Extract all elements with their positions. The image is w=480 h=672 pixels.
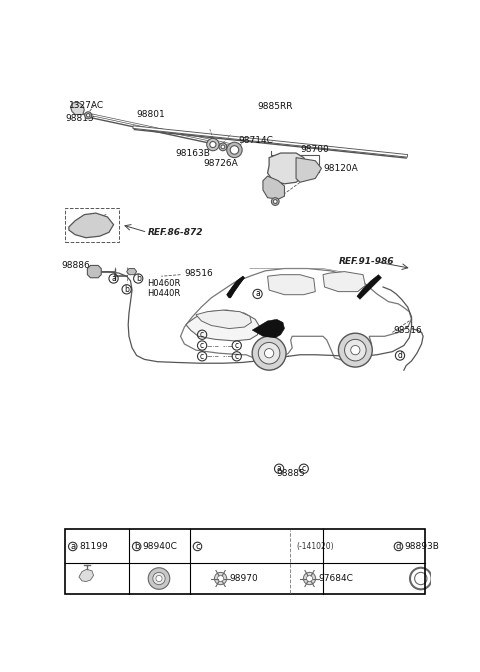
Text: c: c xyxy=(235,341,239,350)
Circle shape xyxy=(303,573,316,585)
Text: 98970: 98970 xyxy=(230,574,259,583)
Circle shape xyxy=(351,345,360,355)
Circle shape xyxy=(210,142,216,148)
Circle shape xyxy=(219,143,227,151)
Text: d: d xyxy=(397,351,402,360)
Text: 98516: 98516 xyxy=(394,326,422,335)
Text: a: a xyxy=(277,464,281,473)
Text: b: b xyxy=(124,285,129,294)
Text: d: d xyxy=(396,542,401,551)
Polygon shape xyxy=(227,276,244,298)
Polygon shape xyxy=(323,271,365,292)
Text: 98163B: 98163B xyxy=(175,149,210,159)
Text: 9885RR: 9885RR xyxy=(258,102,293,112)
Text: 97684C: 97684C xyxy=(319,574,354,583)
Circle shape xyxy=(306,575,312,581)
Polygon shape xyxy=(186,310,260,341)
Text: H0460R: H0460R xyxy=(147,280,181,288)
Circle shape xyxy=(338,333,372,367)
Circle shape xyxy=(345,339,366,361)
Text: a: a xyxy=(111,274,116,283)
Text: 98893B: 98893B xyxy=(405,542,440,551)
Text: c: c xyxy=(200,341,204,350)
Polygon shape xyxy=(87,265,101,278)
Circle shape xyxy=(156,575,162,581)
Circle shape xyxy=(86,114,90,117)
Polygon shape xyxy=(180,269,411,361)
Text: b: b xyxy=(134,542,139,551)
Text: 98815: 98815 xyxy=(65,114,94,123)
Text: c: c xyxy=(200,330,204,339)
Text: c: c xyxy=(200,352,204,361)
Circle shape xyxy=(230,146,239,154)
Circle shape xyxy=(410,568,432,589)
Circle shape xyxy=(207,138,219,151)
Circle shape xyxy=(215,573,227,585)
Text: 98885: 98885 xyxy=(277,469,306,478)
Text: 98801: 98801 xyxy=(137,110,166,119)
Text: 81199: 81199 xyxy=(79,542,108,551)
Text: (-141020): (-141020) xyxy=(297,542,334,551)
Bar xyxy=(65,529,425,594)
Text: a: a xyxy=(70,542,75,551)
Circle shape xyxy=(84,112,92,119)
Text: REF.91-986: REF.91-986 xyxy=(338,257,394,266)
Polygon shape xyxy=(296,158,322,182)
Text: a: a xyxy=(255,290,260,298)
Circle shape xyxy=(271,198,279,206)
Polygon shape xyxy=(79,569,94,581)
Circle shape xyxy=(252,336,286,370)
Text: H0440R: H0440R xyxy=(147,289,180,298)
Circle shape xyxy=(264,349,274,358)
Text: c: c xyxy=(302,464,306,473)
Circle shape xyxy=(148,568,170,589)
Text: 98726A: 98726A xyxy=(204,159,239,168)
Text: 98516: 98516 xyxy=(184,269,213,278)
Polygon shape xyxy=(196,310,252,329)
Circle shape xyxy=(258,343,280,364)
Text: 98700: 98700 xyxy=(300,145,329,155)
Text: c: c xyxy=(235,352,239,361)
Polygon shape xyxy=(127,269,137,275)
Circle shape xyxy=(415,573,427,585)
Text: 1327AC: 1327AC xyxy=(69,101,104,110)
Polygon shape xyxy=(71,102,84,114)
Text: c: c xyxy=(195,542,200,551)
Text: 98886: 98886 xyxy=(61,261,90,270)
Circle shape xyxy=(227,142,242,158)
Text: REF.86-872: REF.86-872 xyxy=(147,228,203,237)
Circle shape xyxy=(221,145,225,149)
Circle shape xyxy=(153,573,165,585)
Text: 98714C: 98714C xyxy=(238,136,273,145)
Polygon shape xyxy=(267,275,315,295)
Polygon shape xyxy=(267,153,308,184)
Text: 98940C: 98940C xyxy=(143,542,178,551)
Polygon shape xyxy=(69,213,114,238)
Polygon shape xyxy=(263,176,285,199)
Circle shape xyxy=(217,575,224,581)
Text: 98120A: 98120A xyxy=(323,164,358,173)
Text: b: b xyxy=(136,274,141,283)
Circle shape xyxy=(273,200,277,204)
Polygon shape xyxy=(252,319,285,338)
Polygon shape xyxy=(357,275,382,299)
